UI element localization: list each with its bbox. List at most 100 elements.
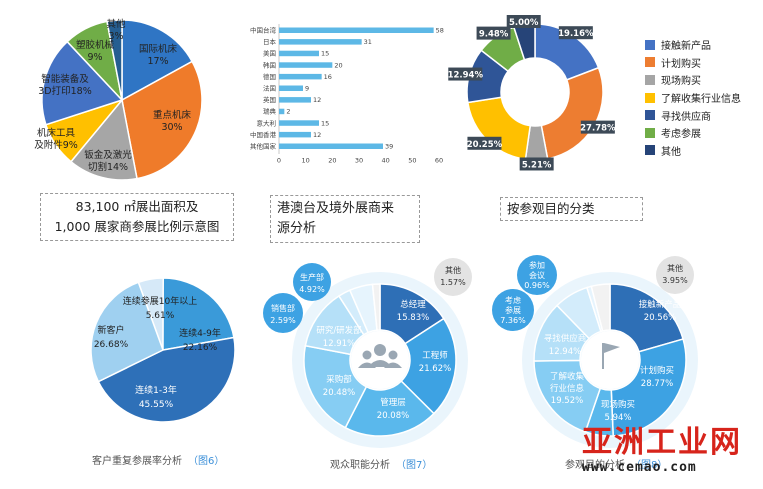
bar-category-label: 其他国家 xyxy=(250,142,277,151)
donut1-value-box-3 xyxy=(519,157,554,171)
legend-label: 其他 xyxy=(661,146,681,158)
pie1-label-smart: 智能装备及 3D打印18% xyxy=(38,73,91,97)
bar xyxy=(279,85,303,91)
bar-x-tick-label: 0 xyxy=(277,157,281,165)
bar xyxy=(279,73,322,80)
donut2-callout-prod: 生产部 4.92% xyxy=(293,263,331,301)
legend-item: 了解收集行业信息 xyxy=(645,89,741,107)
caption-fig8-text: 参观目的分析 xyxy=(565,460,625,471)
caption-overseas-line2: 源分析 xyxy=(277,221,317,236)
pie1-slice-7 xyxy=(106,19,123,101)
pie1-slice-3 xyxy=(69,98,138,180)
purpose-donut-chart: 19.16% 27.78% 5.21% 20.25% 12.94% 9.48%5.00% xyxy=(448,15,616,171)
legend-item: 考虑参展 xyxy=(645,124,741,142)
caption-area: 83,100 ㎡展出面积及 1,000 展家商参展比例示意图 xyxy=(40,193,234,241)
bar xyxy=(279,143,383,149)
bar-value-label: 15 xyxy=(321,50,329,58)
pie4-label-new: 新客户 26.68% xyxy=(94,324,129,350)
legend-swatch xyxy=(645,57,655,68)
legend-swatch xyxy=(645,74,655,85)
legend-swatch xyxy=(645,110,655,121)
bar xyxy=(279,27,434,33)
caption-fig6: 客户重复参展率分析 （图6） xyxy=(92,452,224,467)
flag-icon xyxy=(602,343,620,369)
legend-swatch xyxy=(645,145,655,156)
bar-category-label: 瑞典 xyxy=(263,107,277,116)
svg-text:其他3.95%: 其他 3.95% xyxy=(662,263,688,285)
pie1-slice-1 xyxy=(121,19,194,102)
bar-value-label: 2 xyxy=(286,108,290,116)
donut3-label-plan: 计划购买 28.77% xyxy=(640,365,674,389)
donut3-label-contact: 接触新产品 20.56% xyxy=(639,299,682,323)
donut3-label-supplier: 寻找供应商 12.94% xyxy=(544,333,587,357)
pie1-label-plastic: 塑胶机械 9% xyxy=(76,39,115,63)
bar-x-tick-label: 20 xyxy=(328,157,336,165)
bar-x-tick-label: 40 xyxy=(382,157,390,165)
donut3-slice-1 xyxy=(609,283,684,353)
bar xyxy=(279,97,311,103)
watermark-logo-url: www.cemao.com xyxy=(582,460,697,475)
legend-label: 寻找供应商 xyxy=(661,111,711,123)
legend-swatch xyxy=(645,39,655,50)
bar xyxy=(279,131,311,138)
legend-item: 计划购买 xyxy=(645,54,741,72)
bar-category-label: 中国香港 xyxy=(250,130,277,139)
donut1-value-label-1: 19.16% xyxy=(558,29,594,39)
legend-label: 现场购买 xyxy=(661,76,701,88)
donut1-value-box-1 xyxy=(558,26,593,40)
bar xyxy=(279,108,285,115)
donut1-value-label-2: 27.78% xyxy=(580,124,616,134)
donut2-slice-8 xyxy=(371,283,381,331)
legend-label: 了解收集行业信息 xyxy=(661,94,741,106)
donut1-value-box-5 xyxy=(448,67,483,81)
repeat-exhibitor-pie: 连续参展10年以上 5.61% 连续4-9年 22.16% 连续1-3年 45.55%… xyxy=(90,277,236,423)
donut3-callout-meeting: 参加会议 0.96% xyxy=(517,255,557,295)
bar-value-label: 58 xyxy=(436,27,444,35)
donut1-value-label-6: 9.48% xyxy=(479,30,509,40)
bar-value-label: 15 xyxy=(321,119,329,127)
donut2-callout-sales: 销售部 2.59% xyxy=(263,293,303,333)
donut2-slice-3 xyxy=(344,380,435,437)
donut1-value-label-4: 20.25% xyxy=(467,140,503,150)
pie1-slice-5 xyxy=(41,40,124,126)
donut2-slice-2 xyxy=(400,317,457,415)
caption-purpose: 按参观目的分类 xyxy=(500,197,643,221)
pie4-label-4-9y: 连续4-9年 22.16% xyxy=(179,327,221,353)
pie1-label-intl: 国际机床 17% xyxy=(139,43,178,67)
caption-fig6-num: （图6） xyxy=(188,456,225,467)
bar-value-label: 12 xyxy=(313,131,321,139)
pie4-slice-4 xyxy=(90,281,164,383)
bar-category-label: 中国台湾 xyxy=(250,26,277,35)
donut1-value-box-4 xyxy=(467,136,502,150)
donut2-label-purchase: 采购部 20.48% xyxy=(323,374,355,398)
donut2-callout-other: 其他 1.57% xyxy=(434,258,472,296)
bar-category-label: 日本 xyxy=(263,37,277,46)
donut3-slice-8 xyxy=(590,283,611,332)
bar-category-label: 英国 xyxy=(263,95,276,104)
legend-swatch xyxy=(645,127,655,138)
pie1-label-key: 重点机床 30% xyxy=(153,109,192,133)
donut3-label-info: 了解收集行业信息 19.52% xyxy=(550,371,585,406)
donut3-label-onsite: 现场购买 5.94% xyxy=(601,399,635,423)
legend-item: 其他 xyxy=(645,142,741,160)
pie4-label-10y: 连续参展10年以上 5.61% xyxy=(123,295,197,321)
caption-fig7-num: （图7） xyxy=(396,460,433,471)
donut3-center xyxy=(581,331,639,389)
donut2-label-gm: 总经理 15.83% xyxy=(397,299,429,323)
bar-category-label: 美国 xyxy=(263,49,276,58)
donut3-callout-other: 其他 3.95% xyxy=(656,256,694,294)
audience-function-donut: 总经理 15.83% 工程师 21.62% 管理层 20.08% 采购部 20.48% … xyxy=(263,258,472,448)
pie4-slice-3 xyxy=(97,336,236,423)
pie4-label-1-3y: 连续1-3年 45.55% xyxy=(135,384,177,410)
bar-category-label: 意大利 xyxy=(257,118,277,127)
caption-overseas-line1: 港澳台及境外展商来 xyxy=(277,201,395,216)
donut3-callout-exhibit: 考虑参展 7.36% xyxy=(492,289,534,331)
donut3-label-meeting: 参加 xyxy=(529,260,545,270)
bar xyxy=(279,39,362,45)
caption-area-line2: 1,000 展家商参展比例示意图 xyxy=(54,219,220,234)
pie1-label-other: 其他 3% xyxy=(106,18,126,42)
legend-label: 考虑参展 xyxy=(661,129,701,141)
caption-area-line1: 83,100 ㎡展出面积及 xyxy=(75,199,199,214)
overseas-bar-chart: 中国台湾 58 日本 31 美国 15 韩国 20 德国 16 法国 9 英国 12 瑞典 2 意大利 15 中国香… xyxy=(250,24,444,165)
